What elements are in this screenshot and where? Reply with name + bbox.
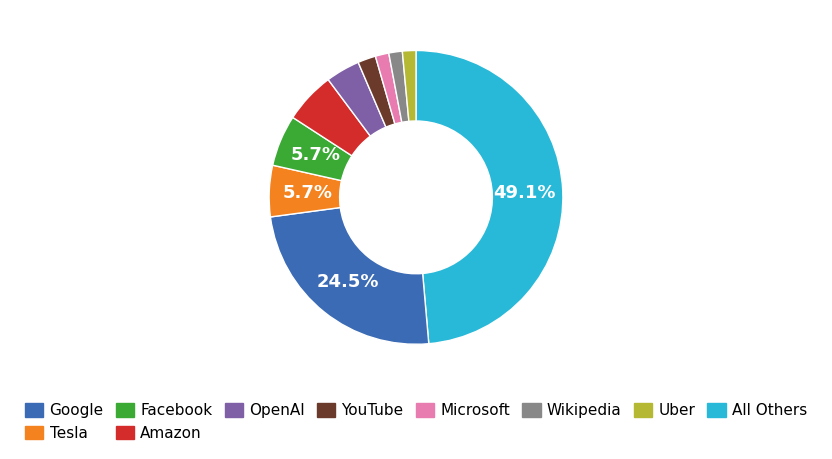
- Text: 5.7%: 5.7%: [291, 146, 341, 164]
- Text: 24.5%: 24.5%: [317, 273, 379, 291]
- Legend: Google, Tesla, Facebook, Amazon, OpenAI, YouTube, Microsoft, Wikipedia, Uber, Al: Google, Tesla, Facebook, Amazon, OpenAI,…: [19, 397, 813, 447]
- Wedge shape: [293, 79, 370, 156]
- Wedge shape: [273, 118, 352, 181]
- Text: 5.7%: 5.7%: [282, 184, 333, 202]
- Text: 49.1%: 49.1%: [493, 184, 556, 202]
- Wedge shape: [328, 62, 386, 136]
- Wedge shape: [389, 51, 409, 122]
- Wedge shape: [359, 56, 395, 127]
- Wedge shape: [269, 165, 341, 217]
- Wedge shape: [403, 50, 416, 121]
- Wedge shape: [375, 53, 402, 124]
- Wedge shape: [270, 207, 428, 344]
- Wedge shape: [416, 50, 563, 344]
